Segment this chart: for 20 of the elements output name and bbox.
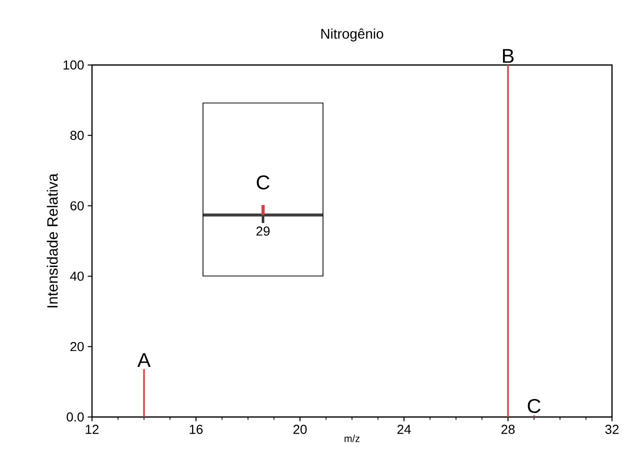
y-tick-label: 0.0 <box>66 412 84 422</box>
x-tick-label: 12 <box>86 424 99 434</box>
y-tick-label: 20 <box>70 342 84 352</box>
chart-title: Nitrogênio <box>321 28 384 42</box>
y-tick-label: 100 <box>64 60 84 70</box>
annotation: C <box>528 398 540 414</box>
annotation: B <box>503 49 514 63</box>
x-tick-label: 32 <box>605 424 619 434</box>
y-axis-title: Intensidade Relativa <box>46 173 58 308</box>
y-tick-label: 40 <box>70 272 84 281</box>
x-tick-label: 16 <box>190 424 203 434</box>
annotation: C <box>256 175 270 190</box>
annotation: A <box>137 353 151 367</box>
x-tick-label: 28 <box>501 424 515 434</box>
y-tick-label: 80 <box>70 130 84 140</box>
x-axis-title: m/z <box>344 434 360 442</box>
x-tick-label: 20 <box>293 424 307 434</box>
x-tick-label: 24 <box>397 424 411 434</box>
y-tick-label: 60 <box>70 201 84 210</box>
x-tick-label: 29 <box>256 226 270 236</box>
